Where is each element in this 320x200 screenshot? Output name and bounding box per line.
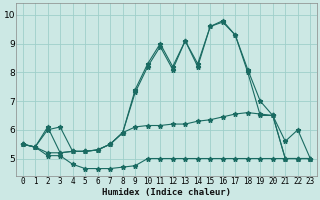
X-axis label: Humidex (Indice chaleur): Humidex (Indice chaleur) (102, 188, 231, 197)
